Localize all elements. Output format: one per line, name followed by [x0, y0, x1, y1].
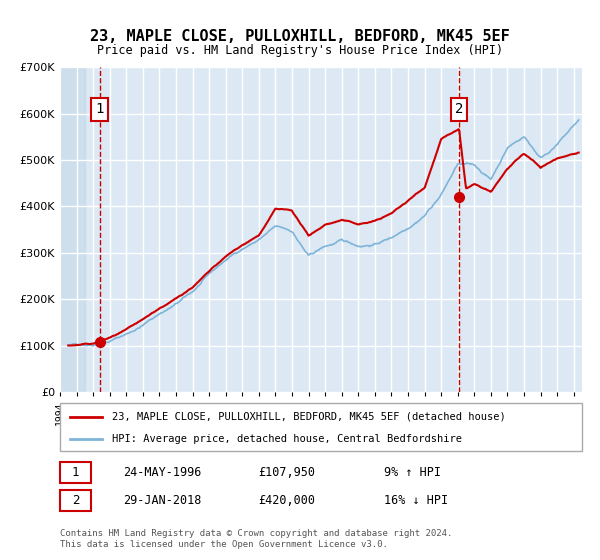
Text: 1: 1	[95, 102, 104, 116]
Text: 2: 2	[72, 494, 79, 507]
Text: 1: 1	[72, 466, 79, 479]
Text: 23, MAPLE CLOSE, PULLOXHILL, BEDFORD, MK45 5EF (detached house): 23, MAPLE CLOSE, PULLOXHILL, BEDFORD, MK…	[112, 412, 506, 422]
Text: Price paid vs. HM Land Registry's House Price Index (HPI): Price paid vs. HM Land Registry's House …	[97, 44, 503, 57]
Text: 16% ↓ HPI: 16% ↓ HPI	[383, 494, 448, 507]
Text: HPI: Average price, detached house, Central Bedfordshire: HPI: Average price, detached house, Cent…	[112, 434, 462, 444]
Text: 29-JAN-2018: 29-JAN-2018	[122, 494, 201, 507]
Text: 2: 2	[455, 102, 463, 116]
Text: 9% ↑ HPI: 9% ↑ HPI	[383, 466, 440, 479]
Bar	[60, 67, 85, 392]
Text: Contains HM Land Registry data © Crown copyright and database right 2024.
This d: Contains HM Land Registry data © Crown c…	[60, 529, 452, 549]
Text: £420,000: £420,000	[259, 494, 316, 507]
Text: £107,950: £107,950	[259, 466, 316, 479]
FancyBboxPatch shape	[60, 490, 91, 511]
FancyBboxPatch shape	[60, 462, 91, 483]
Text: 23, MAPLE CLOSE, PULLOXHILL, BEDFORD, MK45 5EF: 23, MAPLE CLOSE, PULLOXHILL, BEDFORD, MK…	[90, 29, 510, 44]
FancyBboxPatch shape	[60, 403, 582, 451]
Text: 24-MAY-1996: 24-MAY-1996	[122, 466, 201, 479]
